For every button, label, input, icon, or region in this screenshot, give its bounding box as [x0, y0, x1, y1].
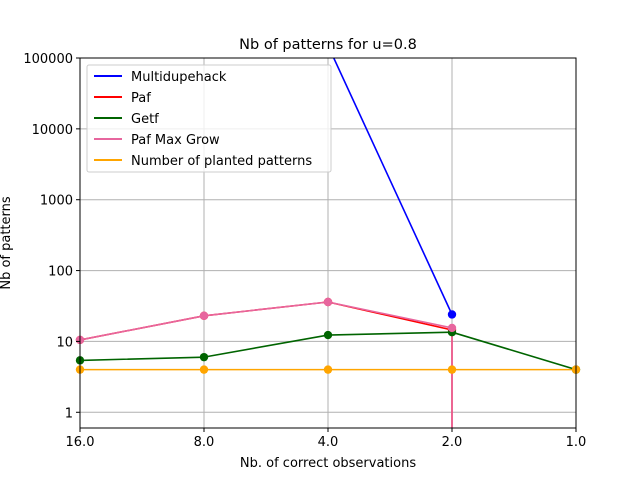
data-point-paf-max-grow	[323, 297, 333, 307]
x-tick-label: 4.0	[318, 435, 339, 450]
legend-label-multidupehack: Multidupehack	[131, 70, 227, 85]
data-point-number-of-planted-patterns	[447, 365, 457, 374]
data-point-number-of-planted-patterns	[199, 365, 209, 374]
data-point-getf	[199, 352, 209, 362]
y-tick-label: 1	[65, 406, 73, 421]
y-tick-label: 1000	[40, 194, 73, 209]
data-point-getf	[323, 330, 333, 340]
y-tick-label: 100000	[23, 52, 73, 67]
x-axis: 16.0 8.0 4.0 2.0 1.0	[66, 428, 587, 450]
x-tick-label: 16.0	[66, 435, 95, 450]
legend-label-planted-patterns: Number of planted patterns	[131, 154, 312, 169]
y-tick-label: 100	[48, 265, 73, 280]
legend-box	[86, 64, 332, 173]
x-tick-label: 8.0	[194, 435, 215, 450]
data-point-number-of-planted-patterns	[323, 365, 333, 374]
x-tick-label: 2.0	[442, 435, 463, 450]
y-axis: 1 10 100 1000 10000 100000	[23, 52, 80, 421]
y-tick-label: 10	[56, 335, 73, 350]
chart-title: Nb of patterns for u=0.8	[239, 37, 417, 53]
legend: Multidupehack Paf Getf Paf Max Grow Numb…	[86, 64, 332, 173]
legend-label-paf-max-grow: Paf Max Grow	[131, 133, 220, 148]
x-axis-label: Nb. of correct observations	[240, 456, 416, 471]
y-axis-label: Nb of patterns	[0, 196, 14, 290]
data-point-multidupehack	[447, 310, 457, 319]
x-tick-label: 1.0	[566, 435, 587, 450]
series-line-multidupehack	[332, 58, 453, 315]
legend-label-paf: Paf	[131, 91, 151, 106]
data-point-paf-max-grow	[199, 311, 209, 320]
legend-label-getf: Getf	[131, 112, 159, 127]
y-tick-label: 10000	[32, 123, 73, 138]
data-point-paf-max-grow	[447, 323, 457, 333]
